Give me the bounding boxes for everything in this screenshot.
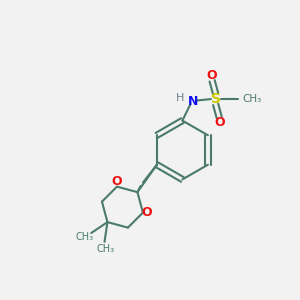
Text: O: O bbox=[214, 116, 224, 129]
Text: S: S bbox=[211, 92, 221, 106]
Text: N: N bbox=[188, 95, 198, 108]
Text: CH₃: CH₃ bbox=[242, 94, 261, 104]
Text: CH₃: CH₃ bbox=[76, 232, 94, 242]
Text: H: H bbox=[176, 94, 184, 103]
Text: O: O bbox=[141, 206, 152, 219]
Text: O: O bbox=[112, 175, 122, 188]
Text: CH₃: CH₃ bbox=[97, 244, 115, 254]
Text: O: O bbox=[207, 69, 218, 82]
